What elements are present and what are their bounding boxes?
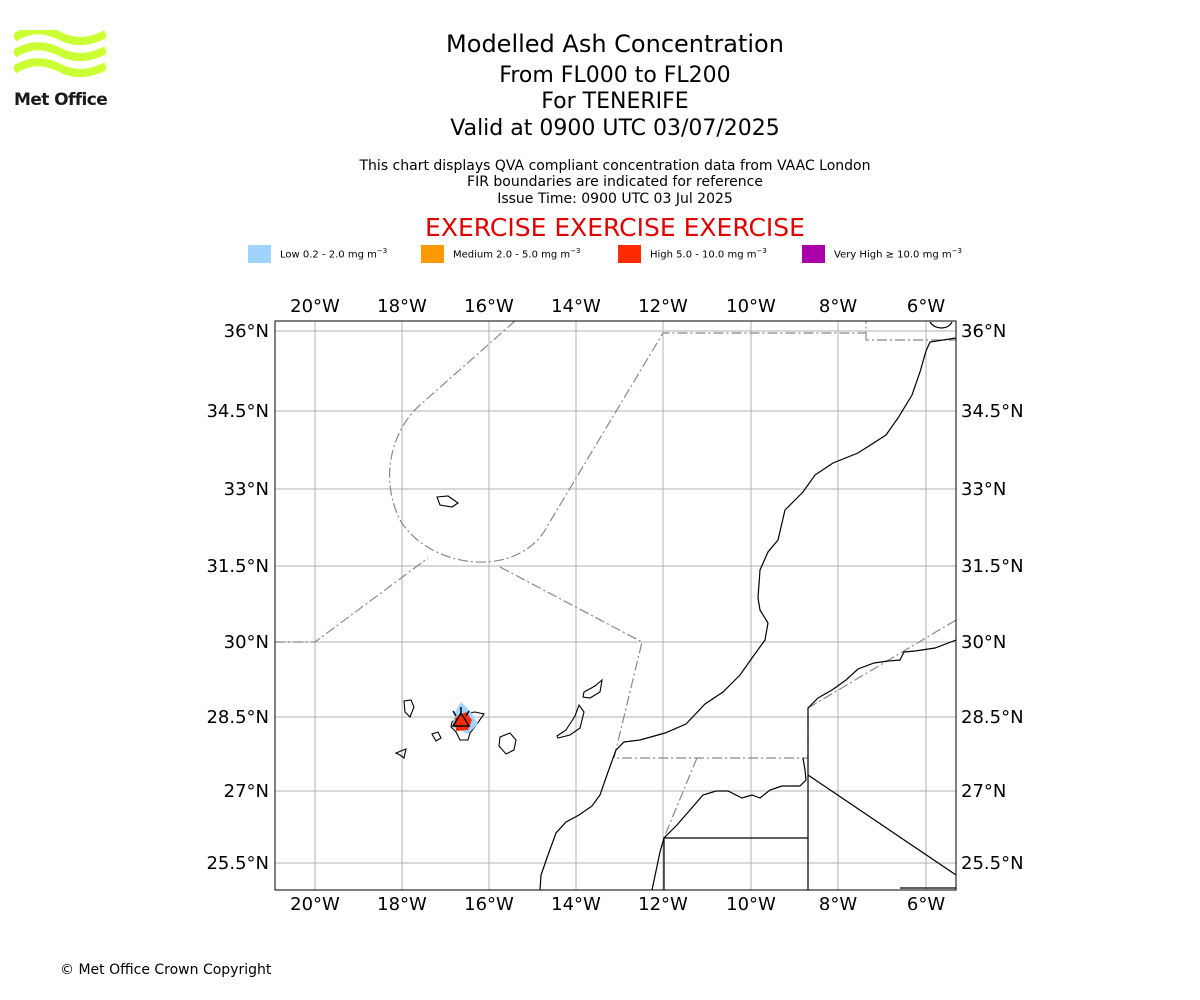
lat-tick: 30°N [224, 632, 269, 653]
islands [394, 495, 603, 759]
lat-tick: 25.5°N [961, 853, 1024, 874]
lat-tick: 33°N [961, 479, 1006, 500]
subtitle-fir: FIR boundaries are indicated for referen… [467, 174, 763, 190]
legend-item-low: Low 0.2 - 2.0 mg m−3 [248, 244, 387, 264]
copyright-notice: © Met Office Crown Copyright [60, 962, 272, 978]
longitude-ticks-top: 20°W 18°W 16°W 14°W 12°W 10°W 8°W 6°W [290, 296, 945, 317]
fir-boundary-south [662, 757, 698, 841]
island-fuerteventura [556, 703, 585, 739]
gridlines [275, 321, 956, 890]
legend-unit-exponent: −3 [951, 247, 962, 256]
legend-swatch-very-high [802, 245, 825, 263]
lat-tick: 34.5°N [961, 401, 1024, 422]
coastline-morocco-border [807, 639, 956, 890]
latitude-ticks-right: 36°N 34.5°N 33°N 31.5°N 30°N 28.5°N 27°N… [961, 321, 1024, 874]
met-office-waves-icon [11, 26, 108, 77]
island-lanzarote [582, 678, 603, 699]
lon-tick: 10°W [726, 296, 776, 317]
lon-tick: 18°W [377, 296, 427, 317]
legend-swatch-high [618, 245, 641, 263]
island-gran-canaria [498, 732, 517, 755]
island-la-gomera [431, 731, 442, 742]
lon-tick: 6°W [907, 296, 945, 317]
lat-tick: 36°N [961, 321, 1006, 342]
lon-tick: 14°W [551, 296, 601, 317]
legend-unit-exponent: −3 [570, 247, 581, 256]
ash-concentration [452, 702, 478, 734]
lat-tick: 31.5°N [961, 556, 1024, 577]
lon-tick: 10°W [726, 894, 776, 915]
volcano-symbol [451, 707, 471, 727]
fir-boundaries [275, 321, 956, 841]
lon-tick: 8°W [819, 894, 857, 915]
legend-item-very-high: Very High ≥ 10.0 mg m−3 [802, 244, 962, 264]
lon-tick: 16°W [464, 296, 514, 317]
lat-tick: 30°N [961, 632, 1006, 653]
legend-label-medium: Medium 2.0 - 5.0 mg m [453, 249, 571, 261]
lon-tick: 18°W [377, 894, 427, 915]
fir-boundary-canarias [499, 566, 809, 759]
island-la-palma [403, 699, 415, 718]
exercise-banner: EXERCISE EXERCISE EXERCISE [425, 213, 805, 242]
lon-tick: 12°W [638, 894, 688, 915]
lat-tick: 34.5°N [206, 401, 269, 422]
map-frame [274, 320, 957, 891]
lat-tick: 36°N [224, 321, 269, 342]
met-office-logo: Met Office [11, 26, 114, 112]
legend-unit-exponent: −3 [376, 247, 388, 256]
legend-item-high: High 5.0 - 10.0 mg m−3 [618, 244, 767, 264]
lat-tick: 27°N [961, 781, 1006, 802]
chart-title: Modelled Ash Concentration [446, 30, 784, 58]
lat-tick: 25.5°N [206, 853, 269, 874]
lon-tick: 16°W [464, 894, 514, 915]
location-title: For TENERIFE [541, 89, 689, 114]
lat-tick: 31.5°N [206, 556, 269, 577]
fir-boundary-north [865, 333, 956, 341]
issue-time: Issue Time: 0900 UTC 03 Jul 2025 [497, 191, 733, 207]
lat-tick: 33°N [224, 479, 269, 500]
coastline-spain [929, 321, 953, 329]
valid-time: Valid at 0900 UTC 03/07/2025 [450, 116, 780, 141]
lon-tick: 12°W [638, 296, 688, 317]
legend-swatch-medium [421, 245, 444, 263]
logo-text: Met Office [14, 90, 108, 110]
lat-tick: 28.5°N [961, 707, 1024, 728]
legend-unit-exponent: −3 [756, 247, 767, 256]
coastlines [539, 321, 956, 890]
legend-label-low: Low 0.2 - 2.0 mg m [280, 249, 377, 261]
border-algeria [807, 774, 956, 876]
island-el-hierro [394, 748, 407, 759]
fir-boundary-morocco [807, 619, 956, 709]
flight-level-range: From FL000 to FL200 [499, 63, 731, 88]
subtitle-qva: This chart displays QVA compliant concen… [359, 158, 871, 174]
longitude-ticks-bottom: 20°W 18°W 16°W 14°W 12°W 10°W 8°W 6°W [290, 894, 945, 915]
coastline-western-sahara [651, 757, 807, 890]
lat-tick: 28.5°N [206, 707, 269, 728]
legend-swatch-low [248, 245, 271, 263]
lon-tick: 8°W [819, 296, 857, 317]
latitude-ticks-left: 36°N 34.5°N 33°N 31.5°N 30°N 28.5°N 27°N… [206, 321, 269, 874]
fir-boundary-madeira [389, 321, 867, 563]
lon-tick: 14°W [551, 894, 601, 915]
island-madeira [436, 495, 459, 508]
map-body [275, 321, 956, 890]
legend-label-very-high: Very High ≥ 10.0 mg m [834, 249, 952, 261]
fir-boundary-west [275, 557, 429, 643]
lat-tick: 27°N [224, 781, 269, 802]
legend-label-high: High 5.0 - 10.0 mg m [650, 249, 757, 261]
lon-tick: 6°W [907, 894, 945, 915]
coastline-africa [539, 337, 956, 890]
lon-tick: 20°W [290, 296, 340, 317]
lon-tick: 20°W [290, 894, 340, 915]
legend-item-medium: Medium 2.0 - 5.0 mg m−3 [421, 244, 580, 264]
